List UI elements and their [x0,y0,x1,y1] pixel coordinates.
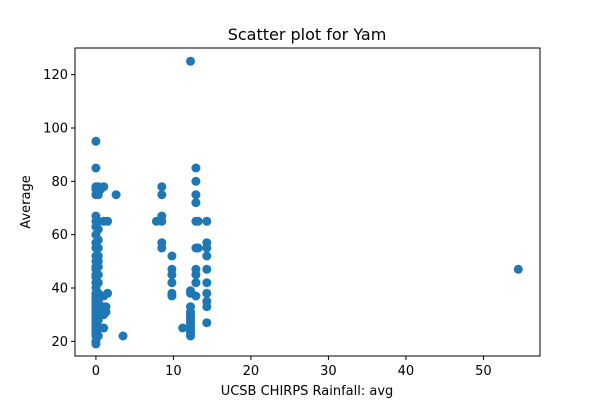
data-point [93,278,103,288]
data-point [99,323,109,333]
data-point [191,264,201,274]
data-point [93,251,103,261]
data-point [93,243,103,253]
data-point [103,216,113,226]
data-point [513,264,523,274]
data-point [118,331,128,341]
x-tick-label: 0 [92,364,100,379]
data-point [91,136,101,146]
data-point [111,190,121,200]
data-point [191,278,201,288]
x-tick-label: 10 [165,364,182,379]
data-point [157,190,167,200]
data-point [157,182,167,192]
data-point [186,302,195,312]
data-point [93,235,103,245]
data-point [191,190,201,200]
y-tick-label: 40 [51,282,68,297]
data-point [157,211,167,221]
data-point [202,288,212,298]
data-point [191,291,201,301]
x-tick-label: 50 [475,364,492,379]
data-point [202,264,212,274]
y-axis-label: Average [19,175,34,228]
chart-title: Scatter plot for Yam [228,25,387,44]
data-point [191,163,201,173]
data-point [93,224,103,234]
data-point [191,176,201,186]
data-point [202,216,212,226]
data-point [93,331,103,341]
x-axis: 0 10 20 30 40 50 [92,356,492,379]
data-point [167,288,177,298]
plot-frame [74,47,541,357]
x-tick-label: 40 [398,364,415,379]
data-points [91,56,523,349]
data-point [202,251,212,261]
data-point [99,182,109,192]
x-tick-label: 20 [243,364,260,379]
data-point [186,56,195,66]
data-point [93,270,103,280]
data-point [178,323,188,333]
data-point [91,163,101,173]
data-point [202,278,212,288]
x-axis-label: UCSB CHIRPS Rainfall: avg [221,384,394,399]
y-tick-label: 80 [51,175,68,190]
y-tick-label: 100 [43,122,68,137]
data-point [202,296,212,306]
y-tick-label: 60 [51,228,68,243]
data-point [167,251,177,261]
data-point [202,318,212,328]
x-tick-label: 30 [320,364,337,379]
data-point [193,243,203,253]
data-point [167,278,177,288]
data-point [193,216,203,226]
data-point [167,264,177,274]
data-point [101,302,111,312]
y-axis: 20 40 60 80 100 120 [43,68,75,350]
data-point [157,238,167,248]
data-point [202,238,212,248]
y-tick-label: 20 [51,335,68,350]
data-point [191,198,201,208]
data-point [103,288,113,298]
y-tick-label: 120 [43,68,68,83]
